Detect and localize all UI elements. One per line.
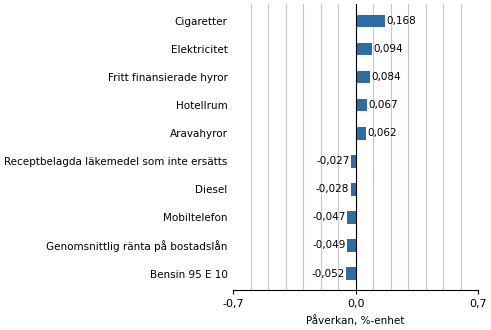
Text: -0,027: -0,027 xyxy=(316,156,350,166)
Text: 0,168: 0,168 xyxy=(386,16,416,26)
Bar xyxy=(347,239,355,252)
Text: 0,067: 0,067 xyxy=(369,100,398,110)
Bar xyxy=(355,127,366,140)
Text: -0,052: -0,052 xyxy=(312,269,345,279)
Bar xyxy=(347,211,355,224)
X-axis label: Påverkan, %-enhet: Påverkan, %-enhet xyxy=(306,315,405,326)
Text: 0,062: 0,062 xyxy=(368,128,397,138)
Text: -0,028: -0,028 xyxy=(316,184,349,194)
Text: 0,084: 0,084 xyxy=(372,72,401,82)
Bar xyxy=(355,71,370,83)
Bar xyxy=(355,99,367,112)
Text: -0,049: -0,049 xyxy=(312,241,346,250)
Bar xyxy=(355,43,372,55)
Text: 0,094: 0,094 xyxy=(373,44,403,54)
Bar xyxy=(351,183,355,196)
Bar xyxy=(351,155,355,168)
Bar xyxy=(347,267,355,280)
Bar xyxy=(355,15,385,27)
Text: -0,047: -0,047 xyxy=(313,213,346,222)
